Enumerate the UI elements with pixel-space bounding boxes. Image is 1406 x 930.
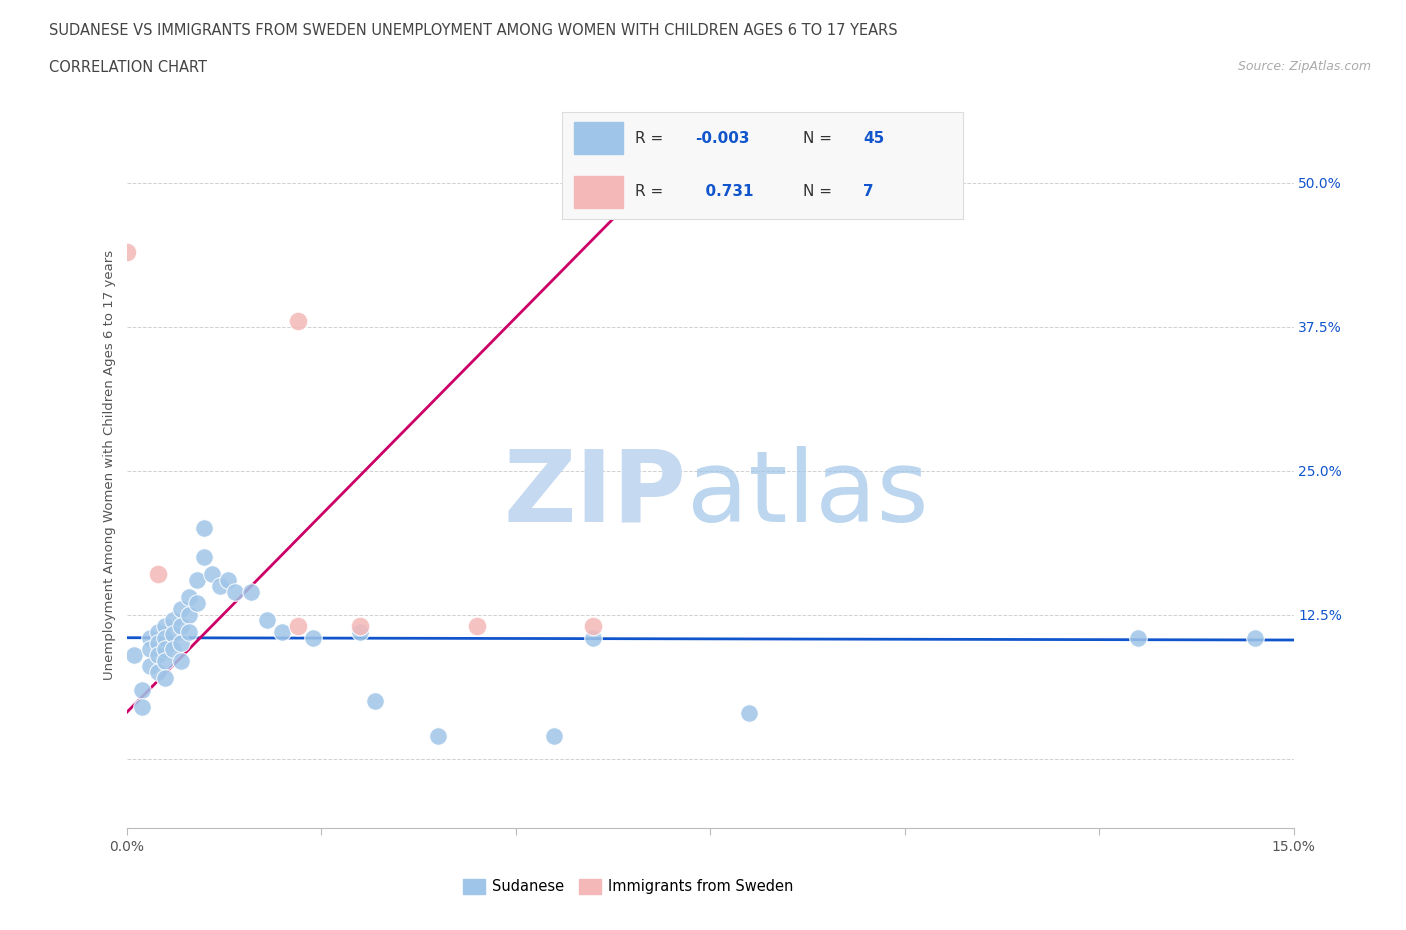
Point xyxy=(256,613,278,628)
Point xyxy=(543,728,565,743)
Point xyxy=(146,665,169,680)
Point xyxy=(139,642,162,657)
Point xyxy=(208,578,231,593)
Point xyxy=(177,625,200,640)
Point xyxy=(115,245,138,259)
Point xyxy=(302,631,325,645)
Point xyxy=(170,636,193,651)
Text: Source: ZipAtlas.com: Source: ZipAtlas.com xyxy=(1237,60,1371,73)
Text: R =: R = xyxy=(634,184,662,199)
Point xyxy=(131,682,153,697)
Text: 7: 7 xyxy=(863,184,873,199)
Text: 0.731: 0.731 xyxy=(695,184,754,199)
Point xyxy=(162,642,184,657)
Point xyxy=(201,567,224,582)
Point xyxy=(349,618,371,633)
Point xyxy=(224,584,246,599)
Point xyxy=(139,631,162,645)
Point xyxy=(217,573,239,588)
Point xyxy=(155,618,177,633)
Point xyxy=(186,573,208,588)
Text: SUDANESE VS IMMIGRANTS FROM SWEDEN UNEMPLOYMENT AMONG WOMEN WITH CHILDREN AGES 6: SUDANESE VS IMMIGRANTS FROM SWEDEN UNEMP… xyxy=(49,23,898,38)
Y-axis label: Unemployment Among Women with Children Ages 6 to 17 years: Unemployment Among Women with Children A… xyxy=(103,250,117,680)
Text: atlas: atlas xyxy=(686,445,928,542)
Text: N =: N = xyxy=(803,131,832,146)
Bar xyxy=(575,123,623,154)
Text: N =: N = xyxy=(803,184,832,199)
Point xyxy=(426,728,449,743)
Point xyxy=(155,642,177,657)
Text: -0.003: -0.003 xyxy=(695,131,749,146)
Text: CORRELATION CHART: CORRELATION CHART xyxy=(49,60,207,75)
Point xyxy=(170,618,193,633)
Point xyxy=(177,607,200,622)
Legend: Sudanese, Immigrants from Sweden: Sudanese, Immigrants from Sweden xyxy=(457,873,800,900)
Point xyxy=(1243,631,1265,645)
Text: R =: R = xyxy=(634,131,662,146)
Point xyxy=(349,625,371,640)
Point xyxy=(146,625,169,640)
Point xyxy=(582,631,605,645)
Bar xyxy=(575,176,623,208)
Point xyxy=(287,313,309,328)
Point xyxy=(146,647,169,662)
Point xyxy=(287,618,309,633)
Point xyxy=(155,653,177,668)
Point xyxy=(162,613,184,628)
Point xyxy=(146,567,169,582)
Point xyxy=(139,659,162,674)
Point xyxy=(582,618,605,633)
Text: 45: 45 xyxy=(863,131,884,146)
Point xyxy=(131,699,153,714)
Point xyxy=(364,694,387,709)
Point xyxy=(124,647,146,662)
Point xyxy=(193,550,215,565)
Point xyxy=(162,627,184,642)
Point xyxy=(240,584,263,599)
Point xyxy=(155,671,177,685)
Point xyxy=(465,618,488,633)
Point xyxy=(177,590,200,604)
Point xyxy=(146,636,169,651)
Point xyxy=(170,653,193,668)
Point xyxy=(193,521,215,536)
Point xyxy=(1126,631,1149,645)
Point xyxy=(738,705,761,720)
Text: ZIP: ZIP xyxy=(503,445,686,542)
Point xyxy=(155,631,177,645)
Point xyxy=(271,625,294,640)
Point xyxy=(186,596,208,611)
Point xyxy=(170,602,193,617)
